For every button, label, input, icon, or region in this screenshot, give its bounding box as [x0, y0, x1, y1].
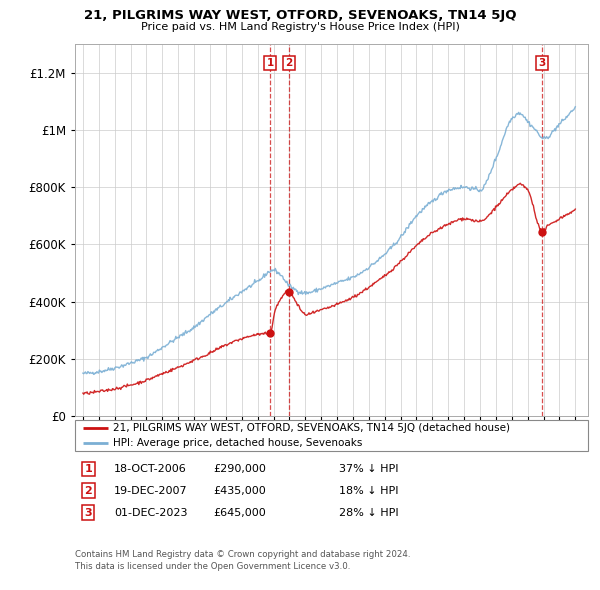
Text: 37% ↓ HPI: 37% ↓ HPI: [339, 464, 398, 474]
Text: 2: 2: [286, 58, 293, 68]
Text: 01-DEC-2023: 01-DEC-2023: [114, 508, 187, 517]
Text: 3: 3: [539, 58, 546, 68]
Text: 3: 3: [85, 508, 92, 517]
Text: £645,000: £645,000: [213, 508, 266, 517]
Text: £435,000: £435,000: [213, 486, 266, 496]
Text: 19-DEC-2007: 19-DEC-2007: [114, 486, 188, 496]
Text: Contains HM Land Registry data © Crown copyright and database right 2024.: Contains HM Land Registry data © Crown c…: [75, 550, 410, 559]
Text: 1: 1: [266, 58, 274, 68]
Text: 18-OCT-2006: 18-OCT-2006: [114, 464, 187, 474]
Text: 28% ↓ HPI: 28% ↓ HPI: [339, 508, 398, 517]
Text: 21, PILGRIMS WAY WEST, OTFORD, SEVENOAKS, TN14 5JQ (detached house): 21, PILGRIMS WAY WEST, OTFORD, SEVENOAKS…: [113, 423, 511, 433]
Text: 1: 1: [85, 464, 92, 474]
Text: Price paid vs. HM Land Registry's House Price Index (HPI): Price paid vs. HM Land Registry's House …: [140, 22, 460, 32]
Text: This data is licensed under the Open Government Licence v3.0.: This data is licensed under the Open Gov…: [75, 562, 350, 571]
Text: 21, PILGRIMS WAY WEST, OTFORD, SEVENOAKS, TN14 5JQ: 21, PILGRIMS WAY WEST, OTFORD, SEVENOAKS…: [84, 9, 516, 22]
Text: £290,000: £290,000: [213, 464, 266, 474]
Text: 18% ↓ HPI: 18% ↓ HPI: [339, 486, 398, 496]
FancyBboxPatch shape: [75, 420, 588, 451]
Text: HPI: Average price, detached house, Sevenoaks: HPI: Average price, detached house, Seve…: [113, 438, 363, 448]
Text: 2: 2: [85, 486, 92, 496]
